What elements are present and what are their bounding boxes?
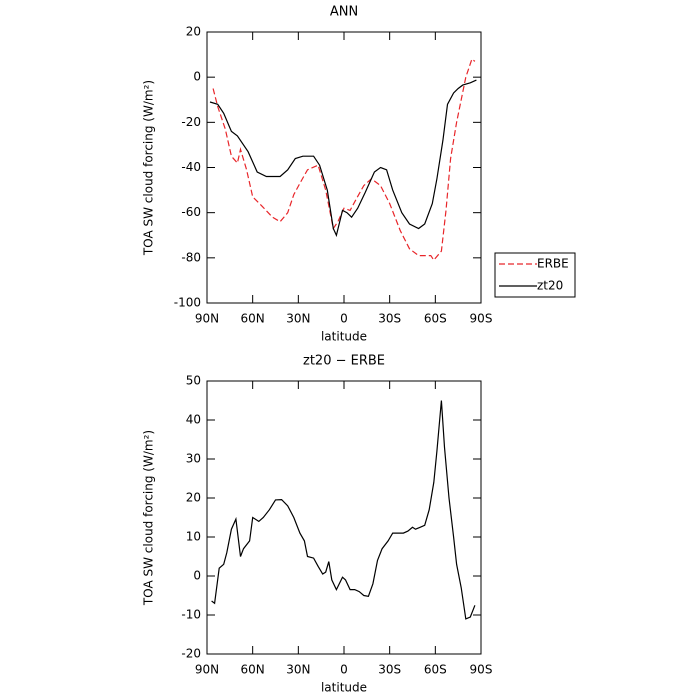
y-tick-label: 30 [186, 452, 201, 466]
x-tick-label: 60N [241, 312, 265, 326]
legend-box [494, 252, 576, 298]
y-tick-label: 20 [186, 491, 201, 505]
y-tick-label: -20 [181, 115, 201, 129]
y-tick-label: 50 [186, 374, 201, 388]
x-axis-label: latitude [321, 330, 367, 344]
x-tick-label: 30S [378, 312, 401, 326]
x-tick-label: 90S [470, 663, 493, 677]
data-line [211, 400, 476, 620]
x-tick-label: 90N [195, 312, 219, 326]
chart-title: ANN [330, 5, 358, 20]
x-tick-label: 60S [424, 663, 447, 677]
y-tick-label: 20 [186, 25, 201, 39]
x-tick-label: 60S [424, 312, 447, 326]
chart-title: zt20 − ERBE [303, 354, 385, 369]
y-tick-label: 0 [193, 70, 201, 84]
x-tick-label: 0 [340, 663, 348, 677]
y-tick-label: -20 [181, 647, 201, 661]
y-tick-label: 0 [193, 569, 201, 583]
data-line [209, 79, 477, 238]
y-tick-label: -100 [174, 296, 201, 310]
y-axis-label: TOA SW cloud forcing (W/m²) [142, 80, 156, 256]
data-line [212, 58, 476, 262]
legend-label: zt20 [537, 279, 563, 293]
x-axis-label: latitude [321, 681, 367, 695]
y-tick-label: -60 [181, 205, 201, 219]
plot-frame [206, 31, 482, 304]
x-tick-label: 60N [241, 663, 265, 677]
y-tick-label: -80 [181, 250, 201, 264]
x-tick-label: 90S [470, 312, 493, 326]
y-tick-label: 10 [186, 530, 201, 544]
y-axis-label: TOA SW cloud forcing (W/m²) [142, 430, 156, 606]
y-tick-label: -10 [181, 608, 201, 622]
legend-label: ERBE [537, 257, 569, 271]
y-tick-label: -40 [181, 160, 201, 174]
x-tick-label: 0 [340, 312, 348, 326]
x-tick-label: 30N [286, 663, 310, 677]
x-tick-label: 30N [286, 312, 310, 326]
y-tick-label: 40 [186, 413, 201, 427]
x-tick-label: 30S [378, 663, 401, 677]
x-tick-label: 90N [195, 663, 219, 677]
